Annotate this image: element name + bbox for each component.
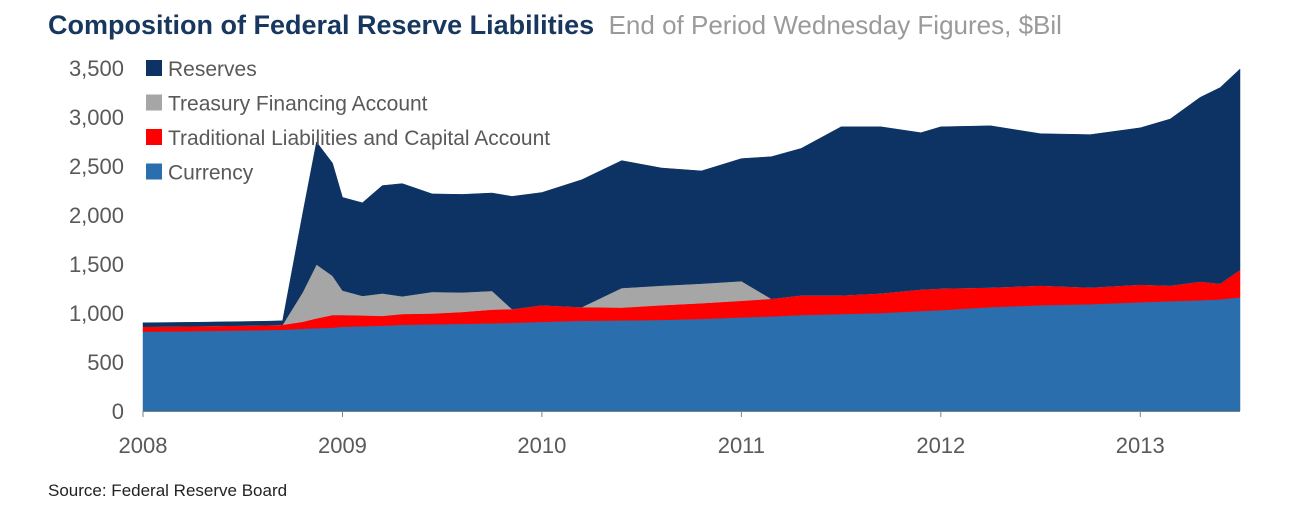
y-tick-label: 2,000 <box>69 203 124 228</box>
x-tick-label: 2008 <box>119 433 168 458</box>
legend-swatch-currency <box>146 163 162 180</box>
x-tick-label: 2009 <box>318 433 367 458</box>
x-axis: 2008 2009 2010 2011 2012 2013 <box>119 411 1240 458</box>
y-tick-label: 2,500 <box>69 154 124 179</box>
legend-label-reserves: Reserves <box>168 58 257 81</box>
legend-label-traditional-liabilities-and-capital-account: Traditional Liabilities and Capital Acco… <box>168 127 550 150</box>
source-note: Source: Federal Reserve Board <box>48 481 288 500</box>
x-tick-label: 2012 <box>916 433 965 458</box>
legend-swatch-treasury-financing-account <box>146 94 162 111</box>
legend: Reserves Treasury Financing Account Tradit… <box>146 58 550 185</box>
x-tick-label: 2010 <box>517 433 566 458</box>
x-tick-label: 2011 <box>718 433 765 458</box>
legend-label-currency: Currency <box>168 162 254 185</box>
y-tick-label: 500 <box>87 350 124 375</box>
area-reserves <box>142 68 1241 327</box>
y-tick-label: 1,000 <box>69 301 124 326</box>
chart-header: Composition of Federal Reserve Liabiliti… <box>48 10 1062 41</box>
legend-swatch-traditional-liabilities-and-capital-account <box>146 129 162 145</box>
chart-title: Composition of Federal Reserve Liabiliti… <box>48 10 595 40</box>
x-tick-label: 2013 <box>1116 433 1165 458</box>
chart-subtitle: End of Period Wednesday Figures, $Bil <box>608 10 1062 40</box>
series-areas <box>142 68 1241 412</box>
y-tick-label: 1,500 <box>69 252 124 277</box>
legend-swatch-reserves <box>146 60 162 76</box>
y-tick-label: 3,000 <box>69 105 124 130</box>
y-axis: 0 500 1,000 1,500 2,000 2,500 3,000 3,500 <box>69 56 124 424</box>
y-tick-label: 0 <box>112 399 124 424</box>
y-tick-label: 3,500 <box>69 56 124 81</box>
legend-label-treasury-financing-account: Treasury Financing Account <box>168 93 428 116</box>
